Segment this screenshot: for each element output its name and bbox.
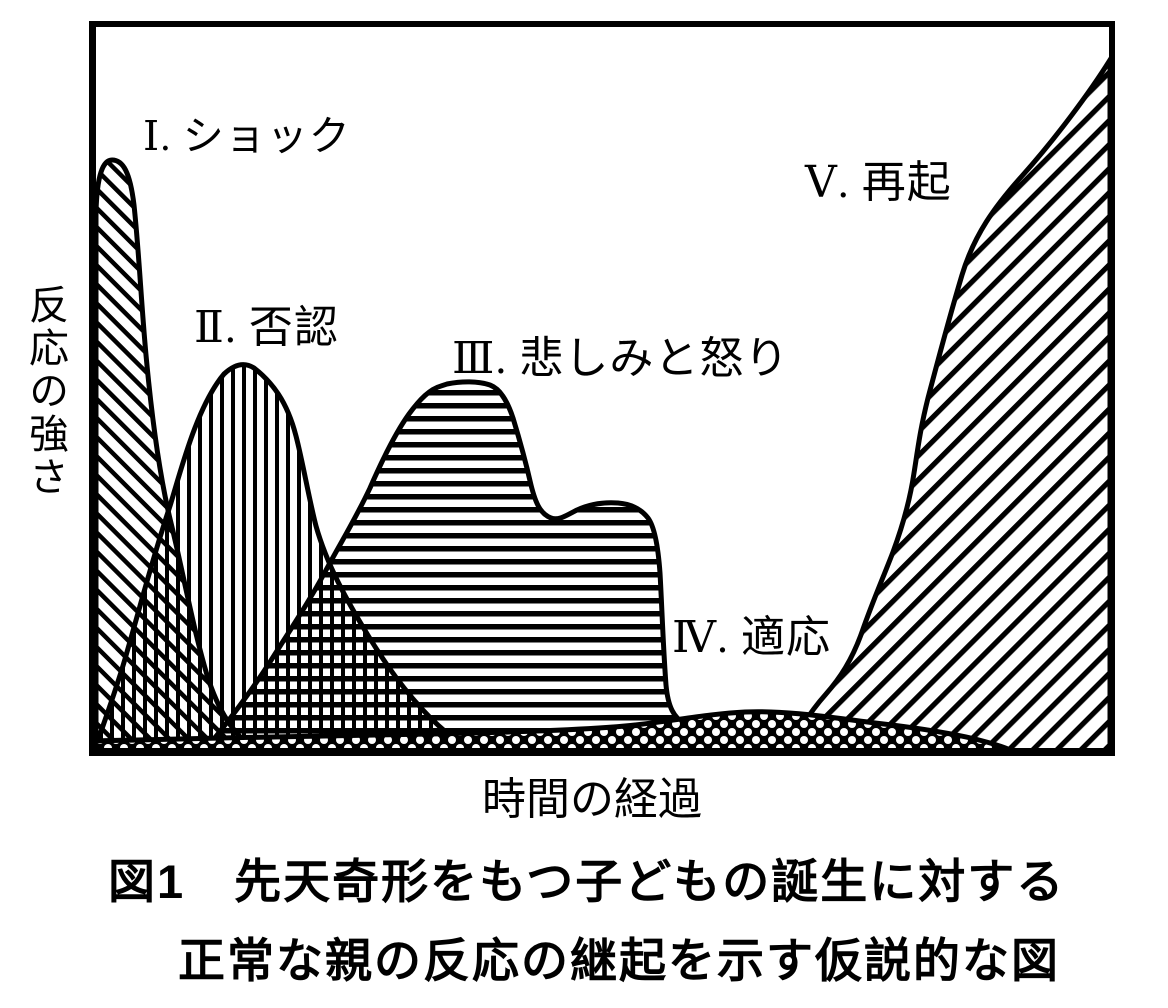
curve-grief-anger-area [202, 379, 718, 755]
x-axis-label: 時間の経過 [482, 775, 702, 824]
figure-caption-line-2: 正常な親の反応の継起を示す仮説的な図 [178, 934, 1060, 987]
curve-reorganization-area [787, 51, 1113, 755]
curve-adaptation-area [89, 709, 1023, 755]
stage-label-adaptation: Ⅳ. 適応 [672, 613, 831, 662]
stage-label-reorganization: Ⅴ. 再起 [805, 158, 952, 207]
stage-label-shock: Ⅰ. ショック [143, 113, 351, 159]
plot-border-left [89, 21, 96, 756]
y-axis-label: 反応の強さ [23, 284, 68, 499]
stage-label-denial: Ⅱ. 否認 [194, 303, 339, 352]
stage-label-grief-anger: Ⅲ. 悲しみと怒り [452, 334, 790, 383]
plot-border-top [89, 21, 1115, 27]
plot-border-right [1109, 21, 1115, 756]
plot-border-bottom [89, 748, 1115, 756]
figure-caption-line-1: 図1 先天奇形をもつ子どもの誕生に対する [108, 855, 1066, 908]
